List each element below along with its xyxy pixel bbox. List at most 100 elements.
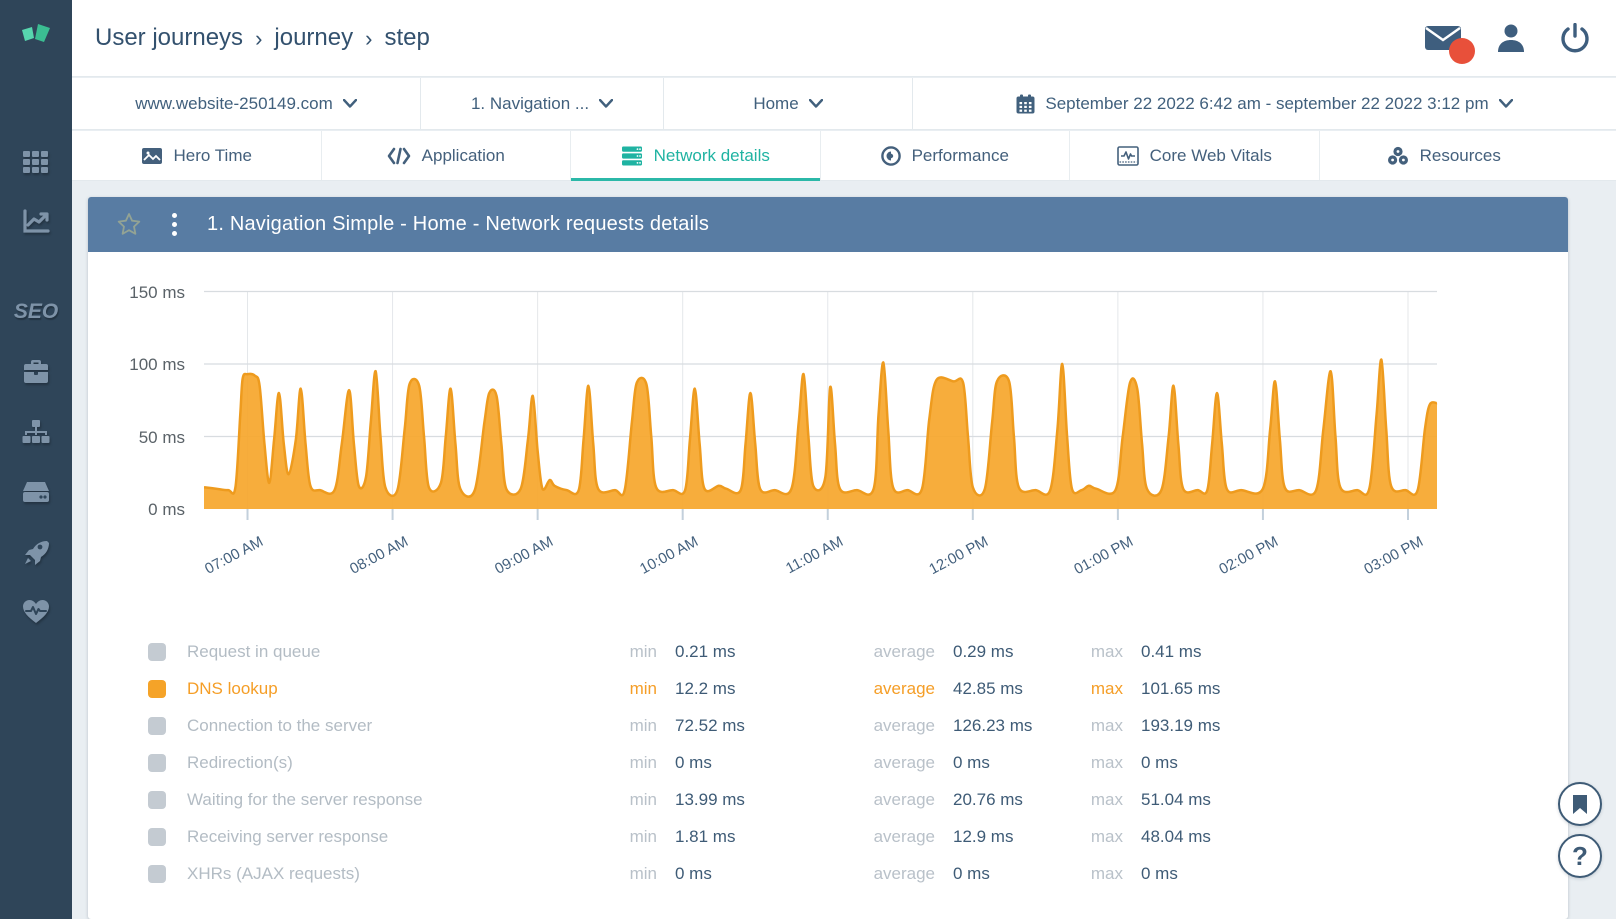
legend-max-key: max — [1090, 679, 1123, 698]
logout-button[interactable] — [1560, 23, 1590, 53]
favorite-button[interactable] — [116, 212, 142, 237]
legend-series-label[interactable]: Connection to the server — [187, 716, 373, 735]
legend-average-key: average — [873, 790, 935, 809]
x-axis-label: 10:00 AM — [636, 532, 701, 578]
legend-average-key: average — [873, 679, 935, 698]
picture-icon — [141, 147, 162, 164]
legend-max-value: 0.41 ms — [1141, 642, 1202, 661]
legend-checkbox[interactable] — [148, 754, 166, 772]
server-icon — [23, 482, 49, 502]
legend-row[interactable]: XHRs (AJAX requests) min 0 ms average 0 ms ma… — [148, 863, 1568, 885]
date-range-value: September 22 2022 6:42 am - september 22… — [1045, 93, 1489, 113]
account-button[interactable] — [1496, 23, 1526, 53]
left-sidebar: SEO — [0, 0, 72, 919]
legend-checkbox[interactable] — [148, 643, 166, 661]
breadcrumb-step[interactable]: step — [384, 24, 430, 51]
date-range-picker[interactable]: September 22 2022 6:42 am - september 22… — [912, 78, 1616, 129]
legend-row[interactable]: Request in queue min 0.21 ms average 0.29 ms… — [148, 641, 1568, 663]
sidebar-item-apps[interactable] — [0, 132, 72, 192]
legend-max-key: max — [1090, 864, 1123, 883]
breadcrumb-journey[interactable]: journey — [274, 24, 354, 51]
help-button[interactable]: ? — [1558, 834, 1602, 878]
legend-checkbox[interactable] — [148, 791, 166, 809]
legend-series-label[interactable]: DNS lookup — [187, 679, 278, 698]
legend-max-value: 0 ms — [1141, 753, 1178, 772]
x-axis-label: 11:00 AM — [782, 532, 846, 578]
tab-network-details[interactable]: Network details — [570, 131, 820, 181]
site-dropdown[interactable]: www.website-250149.com — [72, 78, 420, 129]
line-chart-icon — [23, 209, 50, 233]
legend-max-key: max — [1090, 642, 1123, 661]
legend-checkbox[interactable] — [148, 828, 166, 846]
logo-leaves-icon — [22, 24, 50, 42]
tab-application[interactable]: Application — [320, 131, 571, 180]
sidebar-item-infrastructure[interactable] — [0, 462, 72, 522]
legend-series-label[interactable]: Receiving server response — [187, 827, 389, 846]
legend-row[interactable]: Redirection(s) min 0 ms average 0 ms max 0 ms — [148, 752, 1568, 774]
legend-min-value: 0 ms — [675, 753, 712, 772]
area-series-dns-lookup[interactable] — [204, 359, 1437, 509]
star-icon — [117, 213, 141, 235]
sidebar-item-seo[interactable]: SEO — [0, 282, 72, 342]
legend-min-value: 12.2 ms — [675, 679, 736, 698]
x-axis-label: 08:00 AM — [346, 532, 411, 578]
sidebar-item-experience[interactable] — [0, 342, 72, 402]
tab-label: Core Web Vitals — [1149, 145, 1272, 165]
sidebar-item-sitemap[interactable] — [0, 402, 72, 462]
journey-dropdown[interactable]: 1. Navigation ... — [420, 78, 663, 129]
sidebar-item-synthetics[interactable] — [0, 522, 72, 582]
legend-max-key: max — [1090, 827, 1123, 846]
legend-min-key: min — [629, 753, 657, 772]
legend-average-key: average — [873, 642, 935, 661]
legend-table: Request in queue min 0.21 ms average 0.29 ms… — [148, 641, 1568, 885]
legend-average-value: 126.23 ms — [953, 716, 1033, 735]
legend-row[interactable]: Waiting for the server response min 13.99 … — [148, 789, 1568, 811]
network-details-panel: 1. Navigation Simple - Home - Network re… — [88, 197, 1568, 919]
panel-menu-button[interactable] — [168, 209, 181, 240]
legend-min-key: min — [629, 679, 657, 698]
legend-series-label[interactable]: Waiting for the server response — [187, 790, 423, 809]
seo-label: SEO — [13, 300, 59, 323]
tab-resources[interactable]: Resources — [1318, 131, 1569, 180]
tab-performance[interactable]: Performance — [819, 131, 1070, 180]
x-axis-label: 09:00 AM — [491, 532, 556, 578]
legend-max-value: 193.19 ms — [1141, 716, 1221, 735]
legend-average-value: 0 ms — [953, 753, 990, 772]
question-mark-icon: ? — [1572, 840, 1588, 871]
cluster-icon — [1387, 146, 1408, 165]
bookmark-button[interactable] — [1558, 782, 1602, 826]
chart-plot-svg[interactable] — [204, 280, 1444, 525]
legend-series-label[interactable]: Redirection(s) — [187, 753, 293, 772]
notifications-button[interactable] — [1424, 24, 1475, 64]
legend-checkbox[interactable] — [148, 717, 166, 735]
legend-checkbox[interactable] — [148, 680, 166, 698]
legend-average-value: 0.29 ms — [953, 642, 1014, 661]
legend-min-value: 72.52 ms — [675, 716, 745, 735]
tab-hero-time[interactable]: Hero Time — [72, 131, 321, 180]
sidebar-item-health[interactable] — [0, 582, 72, 642]
legend-min-value: 1.81 ms — [675, 827, 736, 846]
breadcrumb-user-journeys[interactable]: User journeys — [95, 24, 244, 51]
legend-min-value: 0.21 ms — [675, 642, 736, 661]
x-axis-label: 07:00 AM — [201, 532, 266, 578]
legend-row[interactable]: DNS lookup min 12.2 ms average 42.85 ms max 10… — [148, 678, 1568, 700]
legend-row[interactable]: Connection to the server min 72.52 ms avera… — [148, 715, 1568, 737]
legend-average-key: average — [873, 864, 935, 883]
tab-core-web-vitals[interactable]: Core Web Vitals — [1069, 131, 1319, 180]
app-logo[interactable] — [0, 0, 72, 72]
chart-area: 150 ms 100 ms 50 ms 0 ms 07:00 AM 08:00 A… — [88, 280, 1568, 610]
notification-badge — [1449, 38, 1475, 64]
x-axis-label: 03:00 PM — [1361, 532, 1426, 579]
sidebar-item-analytics[interactable] — [0, 192, 72, 252]
legend-series-label[interactable]: Request in queue — [187, 642, 321, 661]
chevron-down-icon — [342, 99, 357, 108]
tab-label: Application — [421, 145, 505, 165]
step-dropdown[interactable]: Home — [663, 78, 912, 129]
rocket-icon — [25, 541, 49, 565]
legend-checkbox[interactable] — [148, 865, 166, 883]
legend-row[interactable]: Receiving server response min 1.81 ms avera… — [148, 826, 1568, 848]
legend-series-label[interactable]: XHRs (AJAX requests) — [187, 864, 360, 883]
y-axis-label: 100 ms — [129, 355, 185, 374]
breadcrumb-separator: › — [255, 26, 263, 51]
site-dropdown-value: www.website-250149.com — [135, 93, 333, 113]
